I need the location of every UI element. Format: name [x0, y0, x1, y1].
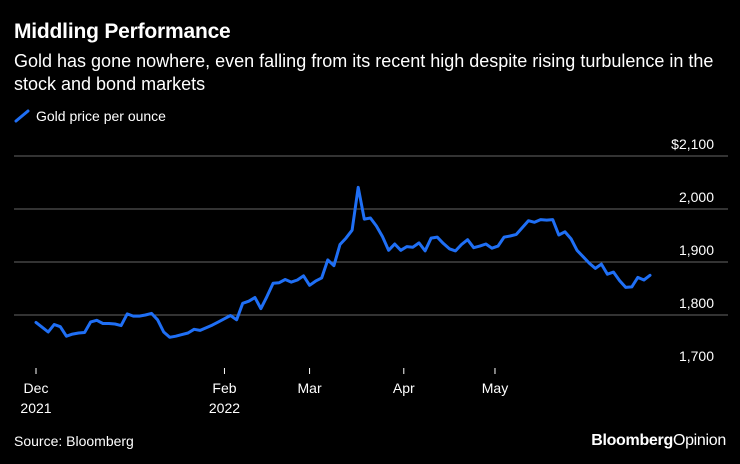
chart-title: Middling Performance	[14, 20, 231, 43]
chart-subtitle: Gold has gone nowhere, even falling from…	[14, 51, 714, 94]
legend: Gold price per ounce	[14, 108, 166, 124]
y-tick-label: $2,100	[671, 136, 714, 152]
y-tick-label: 1,900	[679, 242, 714, 258]
x-tick-year-label: 2022	[209, 400, 240, 416]
x-tick-label: Apr	[393, 380, 415, 396]
x-tick-label: Dec	[24, 380, 49, 396]
bloomberg-opinion-logo: BloombergOpinion	[591, 432, 726, 449]
legend-label: Gold price per ounce	[36, 108, 166, 124]
source-note: Source: Bloomberg	[14, 433, 134, 449]
x-tick-label: May	[482, 380, 508, 396]
y-tick-label: 1,700	[679, 348, 714, 364]
y-tick-label: 2,000	[679, 189, 714, 205]
x-tick-label: Mar	[298, 380, 322, 396]
x-tick-label: Feb	[212, 380, 236, 396]
y-tick-label: 1,800	[679, 295, 714, 311]
x-tick-year-label: 2021	[20, 400, 51, 416]
series-line-gold-price	[34, 185, 652, 339]
legend-line-icon	[14, 109, 30, 123]
